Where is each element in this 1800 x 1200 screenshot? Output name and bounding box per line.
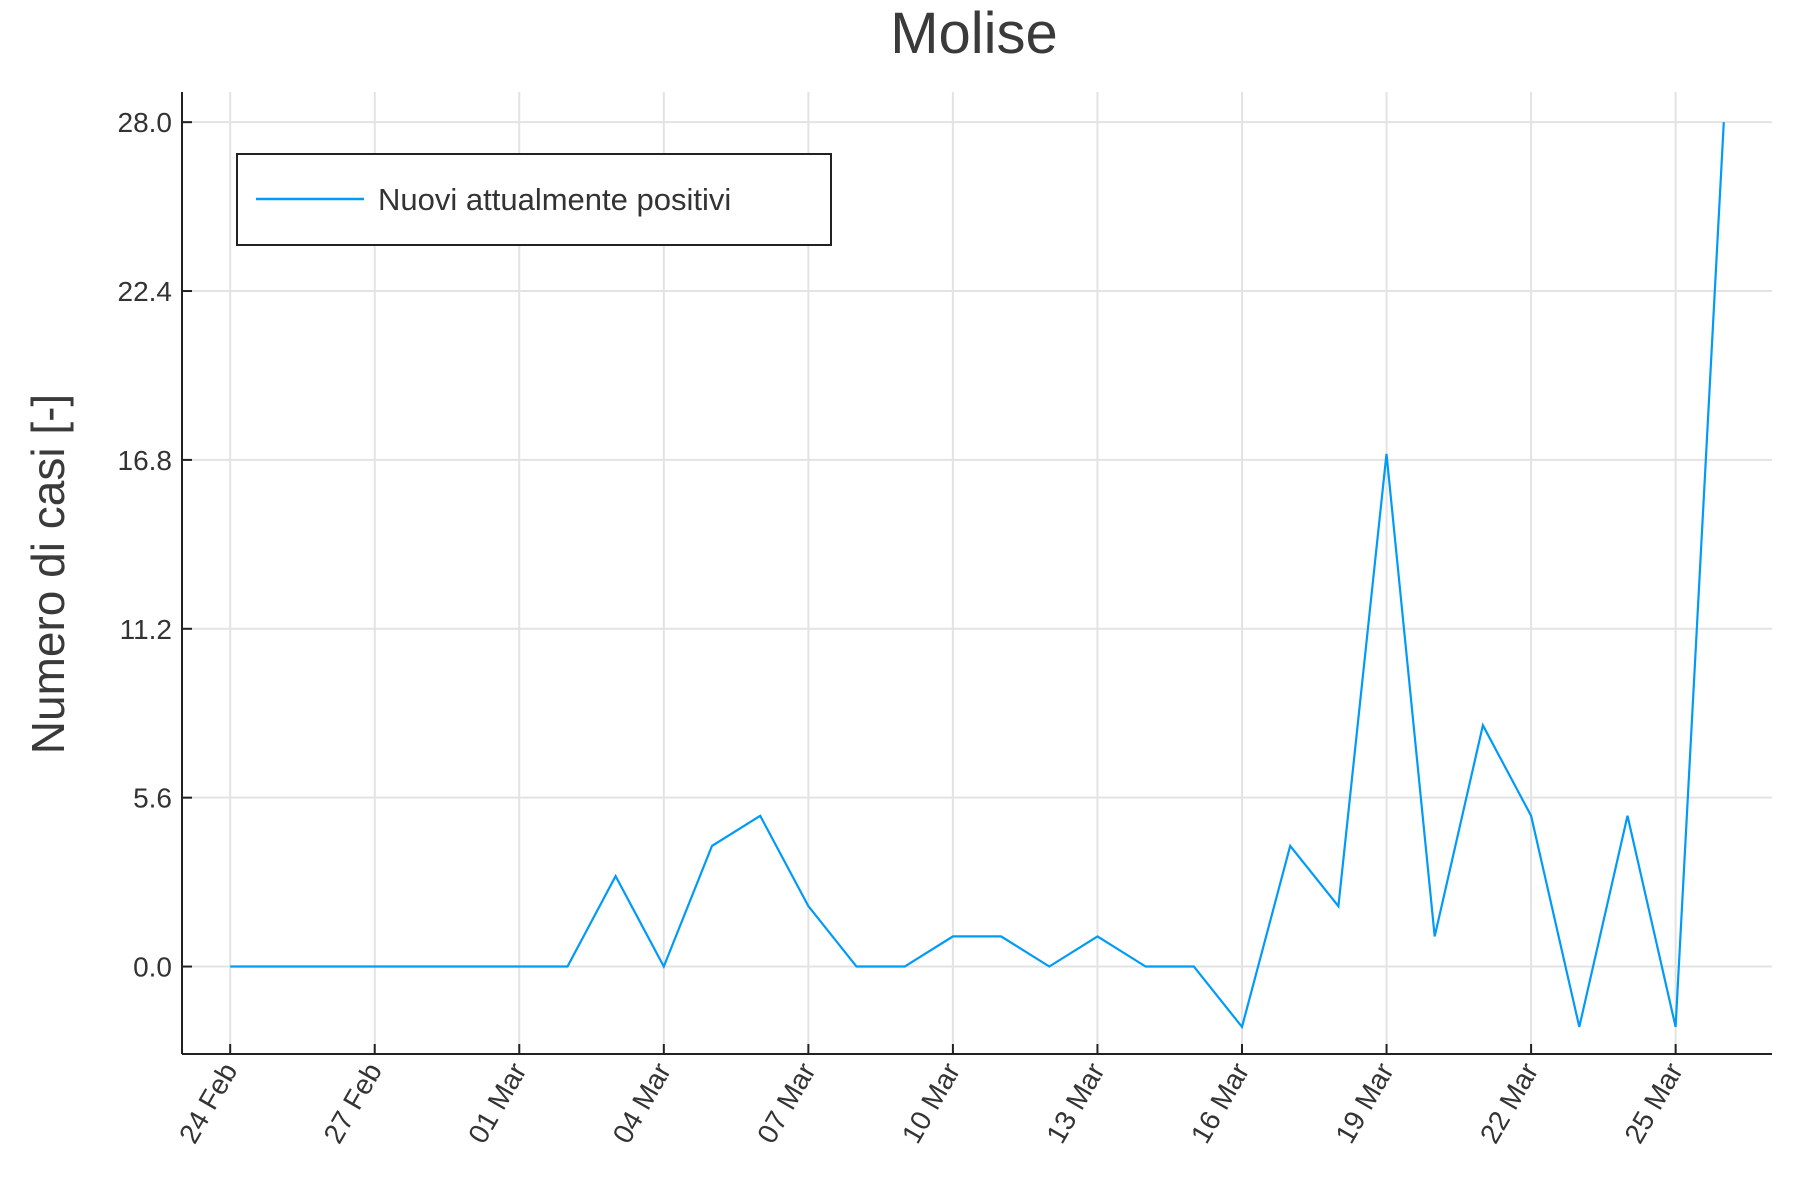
y-tick-label: 16.8: [118, 445, 173, 476]
series-layer: [230, 122, 1725, 1030]
y-ticks: 0.0 5.6 11.2 16.8 22.4 28.0: [118, 107, 192, 983]
y-tick-label: 28.0: [118, 107, 173, 138]
chart-title: Molise: [890, 1, 1058, 66]
y-tick-label: 0.0: [133, 952, 172, 983]
y-tick-label: 5.6: [133, 783, 172, 814]
y-axis-label: Numero di casi [-]: [22, 394, 74, 754]
y-tick-label: 11.2: [120, 614, 172, 645]
legend-entry-label: Nuovi attualmente positivi: [378, 182, 731, 217]
axes: [181, 92, 1772, 1055]
grid: [182, 92, 1772, 1054]
y-tick-label: 22.4: [118, 276, 173, 307]
series-line: [230, 122, 1725, 1030]
legend: Nuovi attualmente positivi: [236, 153, 832, 246]
